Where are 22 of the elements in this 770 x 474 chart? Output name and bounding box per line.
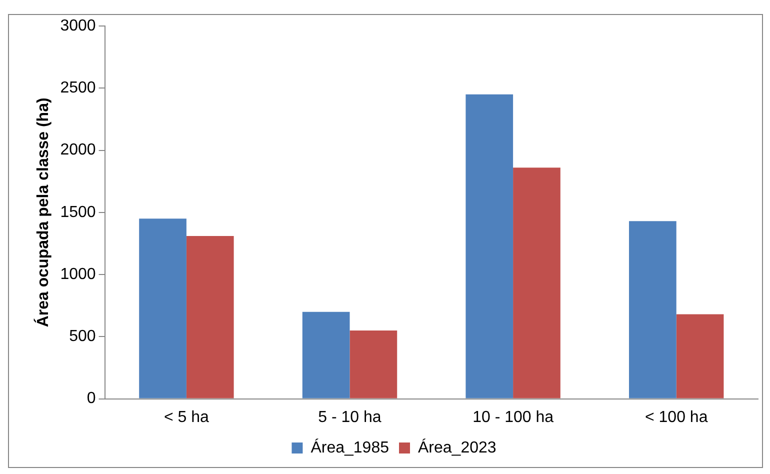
y-tick-label: 2000 (60, 142, 96, 159)
legend-label: Área_1985 (310, 438, 390, 456)
y-tick-label: 2500 (60, 80, 96, 97)
y-tick-label: 0 (86, 390, 96, 408)
y-axis-title: Área ocupada pela classe (ha) (33, 98, 52, 328)
bar (466, 94, 514, 398)
x-tick-label: 10 - 100 ha (472, 408, 554, 426)
y-tick-label: 3000 (60, 17, 96, 34)
y-tick-label: 1000 (60, 266, 96, 283)
bar (186, 236, 234, 398)
x-tick-label: < 100 ha (644, 408, 708, 426)
x-tick-label: < 5 ha (164, 408, 210, 426)
bar (139, 218, 186, 398)
bar (628, 221, 676, 398)
bar (350, 330, 398, 398)
y-tick-label: 1500 (60, 204, 96, 221)
legend-label: Área_2023 (418, 438, 496, 456)
bar (676, 314, 724, 398)
y-tick-label: 500 (69, 328, 96, 346)
x-tick-label: 5 - 10 ha (318, 408, 382, 426)
bar (302, 312, 350, 398)
bar (513, 168, 560, 398)
